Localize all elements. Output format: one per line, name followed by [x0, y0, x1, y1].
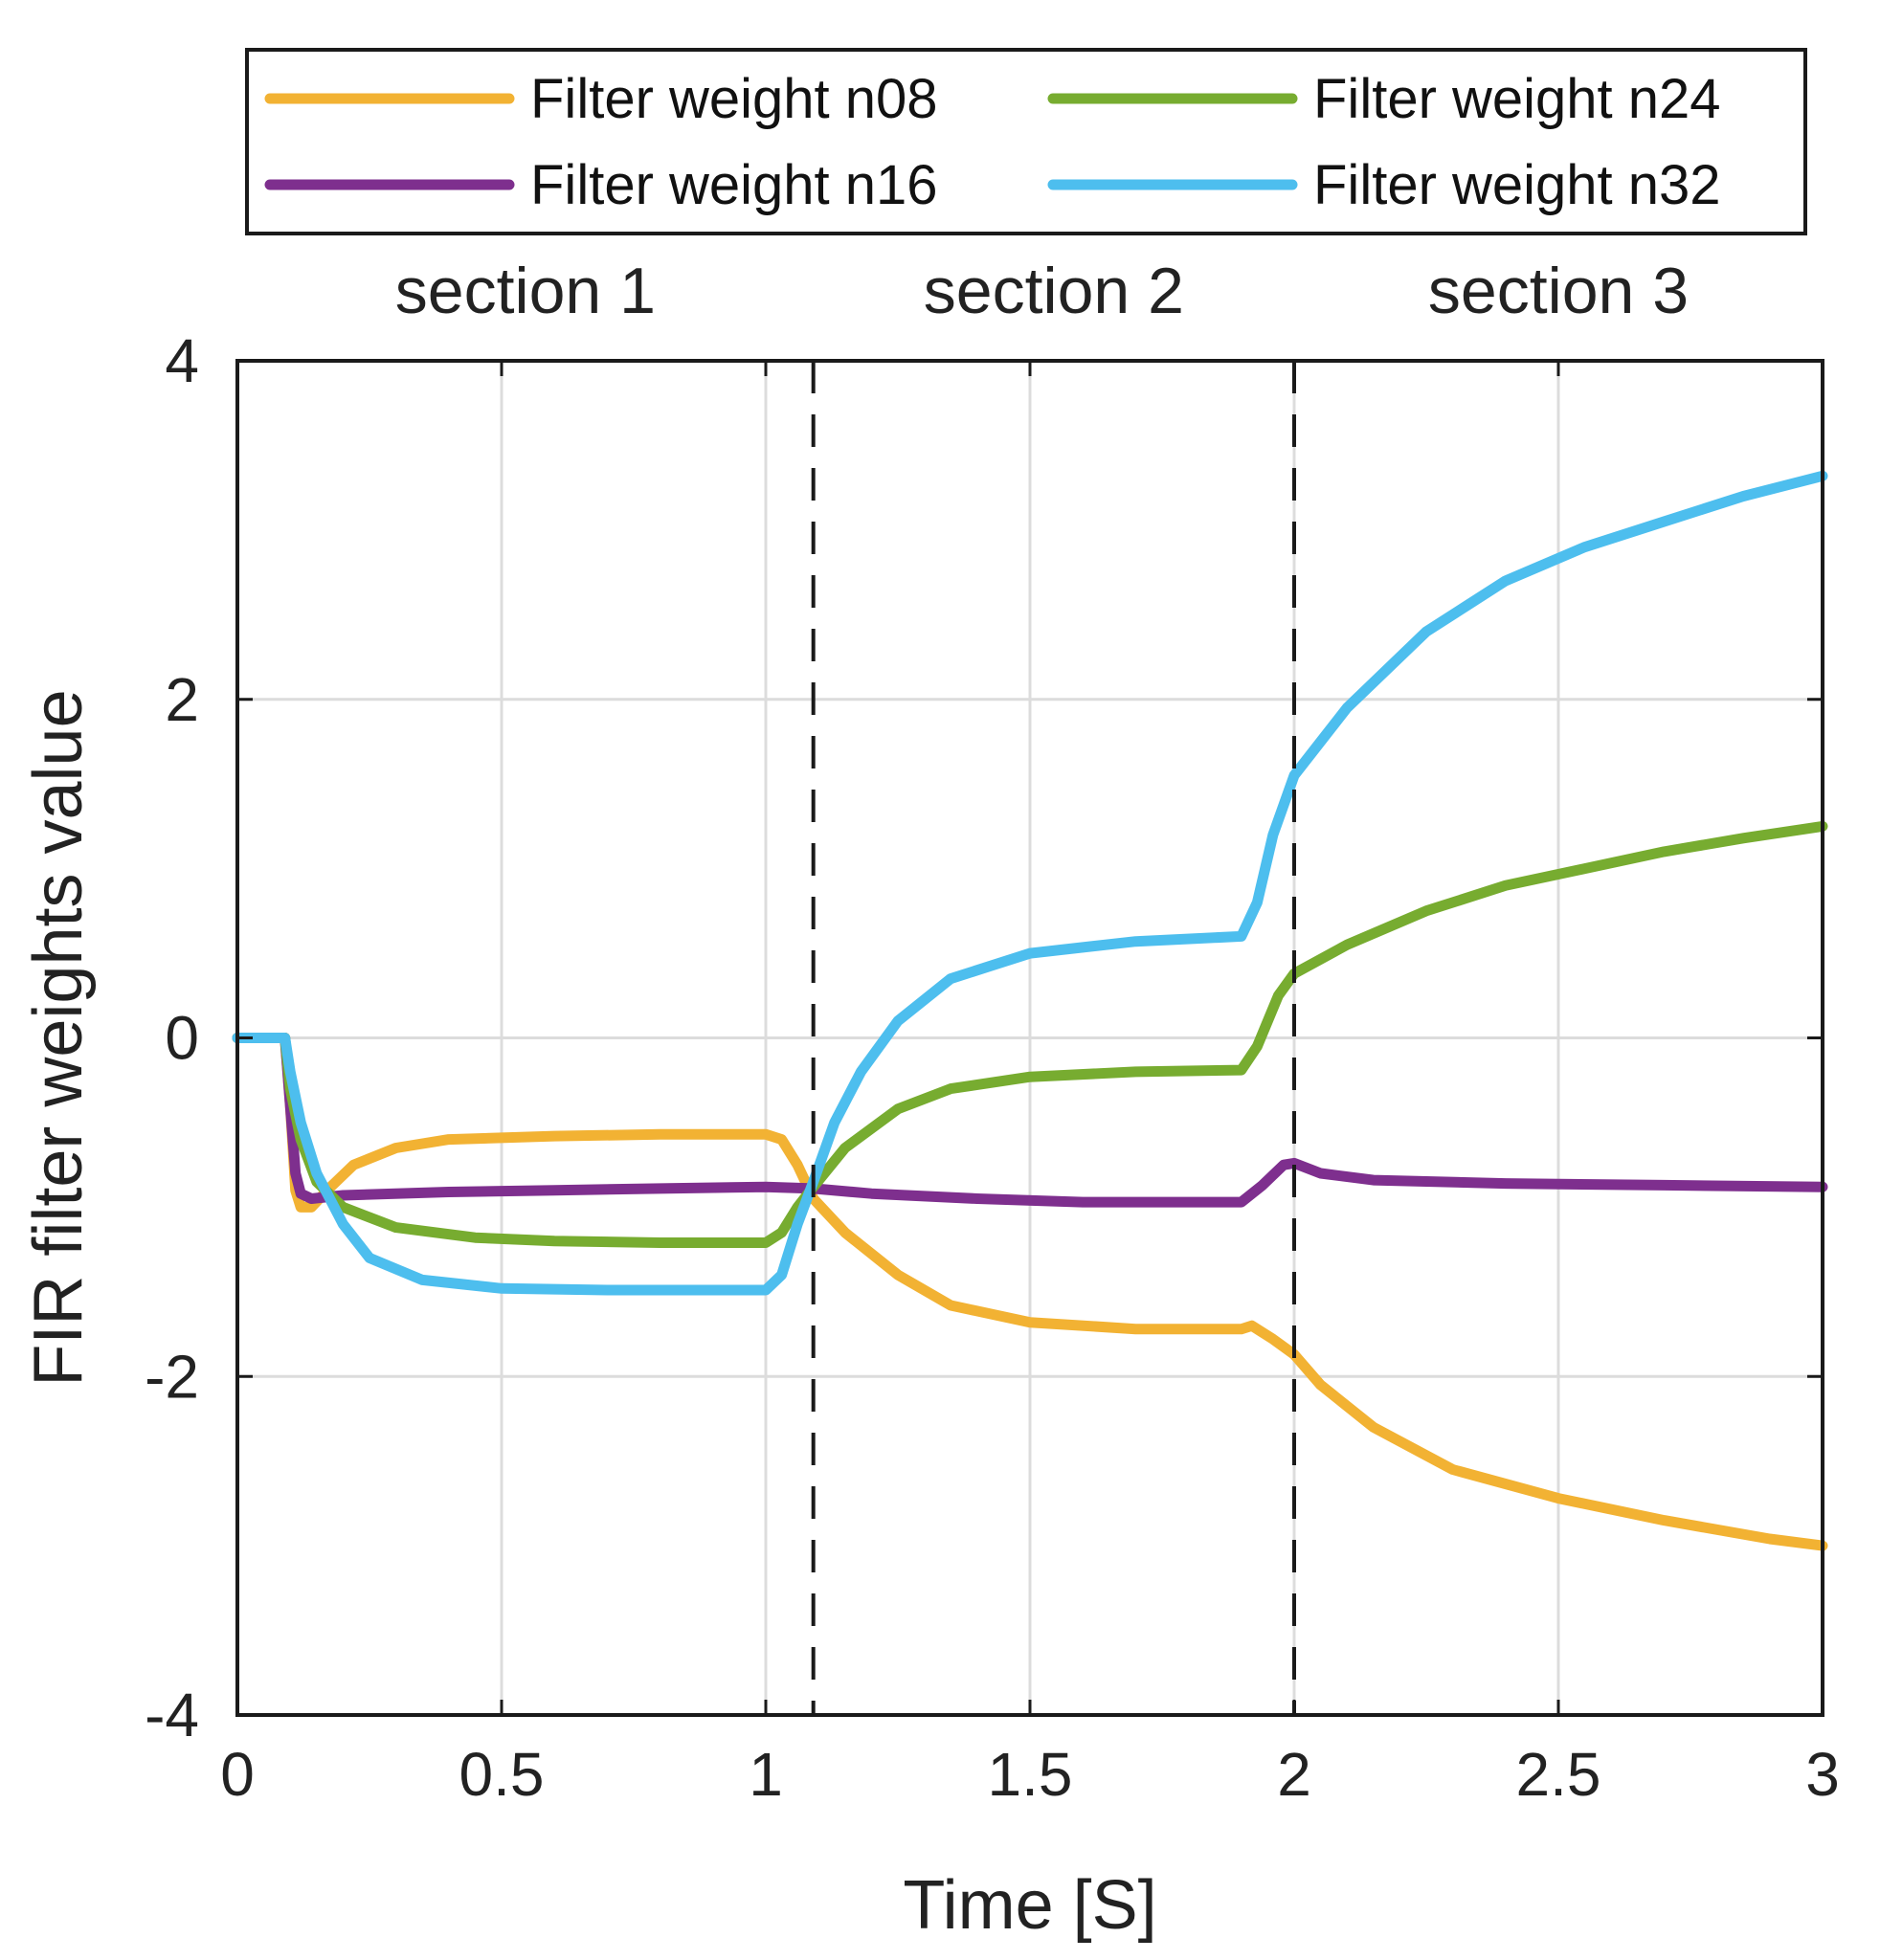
legend-label-n32: Filter weight n32 [1313, 154, 1721, 216]
x-tick-label: 0 [220, 1740, 255, 1809]
section-label: section 2 [924, 255, 1184, 327]
axis-ticks: 0 0.5 1 1.5 2 2.5 3 -4 -2 0 2 4 [145, 326, 1840, 1809]
section-label: section 3 [1428, 255, 1689, 327]
x-tick-label: 0.5 [459, 1740, 545, 1809]
series-lines [232, 470, 1828, 1551]
y-tick-label: 4 [165, 326, 199, 395]
section-label: section 1 [395, 255, 656, 327]
section-dividers [811, 361, 1296, 1715]
x-tick-label: 1 [749, 1740, 783, 1809]
legend-label-n24: Filter weight n24 [1313, 68, 1721, 130]
x-axis-title: Time [S] [903, 1867, 1156, 1944]
series-line-n08 [232, 1033, 1828, 1551]
y-tick-label: -4 [145, 1681, 199, 1749]
series-line-n16 [232, 1033, 1828, 1208]
y-tick-label: 2 [165, 665, 199, 734]
legend: Filter weight n08 Filter weight n16 Filt… [245, 48, 1807, 235]
x-tick-label: 3 [1805, 1740, 1840, 1809]
x-tick-label: 2 [1277, 1740, 1311, 1809]
series-line-n24 [232, 820, 1828, 1248]
legend-label-n08: Filter weight n08 [530, 68, 938, 130]
y-tick-label: -2 [145, 1342, 199, 1411]
section-labels: section 1 section 2 section 3 [395, 255, 1689, 327]
x-tick-label: 2.5 [1516, 1740, 1601, 1809]
y-tick-label: 0 [165, 1004, 199, 1073]
series-line-n32 [232, 470, 1828, 1296]
legend-box [245, 48, 1807, 235]
x-tick-label: 1.5 [988, 1740, 1073, 1809]
y-axis-title: FIR filter weights value [20, 689, 97, 1386]
legend-label-n16: Filter weight n16 [530, 154, 938, 216]
